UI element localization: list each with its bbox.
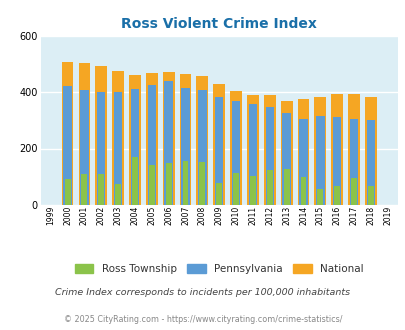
Bar <box>97 92 105 205</box>
Bar <box>198 90 206 205</box>
Text: © 2025 CityRating.com - https://www.cityrating.com/crime-statistics/: © 2025 CityRating.com - https://www.city… <box>64 315 341 324</box>
Bar <box>130 89 139 205</box>
Bar <box>63 86 72 205</box>
Bar <box>98 174 104 205</box>
Bar <box>248 105 256 205</box>
Bar <box>282 113 290 205</box>
Bar <box>64 180 70 205</box>
Bar <box>182 161 188 205</box>
Bar <box>330 94 342 205</box>
Bar <box>297 99 309 205</box>
Bar <box>78 63 90 205</box>
Bar <box>315 116 324 205</box>
Title: Ross Violent Crime Index: Ross Violent Crime Index <box>121 17 316 31</box>
Legend: Ross Township, Pennsylvania, National: Ross Township, Pennsylvania, National <box>75 264 363 274</box>
Bar <box>249 176 255 205</box>
Bar <box>231 101 240 205</box>
Bar <box>216 183 222 205</box>
Bar <box>165 163 171 205</box>
Bar <box>80 90 88 205</box>
Bar <box>350 178 356 205</box>
Bar <box>114 92 122 205</box>
Bar <box>246 95 258 205</box>
Bar <box>162 72 174 205</box>
Bar <box>164 81 173 205</box>
Bar <box>115 183 121 205</box>
Bar <box>129 75 141 205</box>
Bar <box>196 77 208 205</box>
Bar <box>332 117 341 205</box>
Bar <box>112 71 124 205</box>
Bar <box>317 189 322 205</box>
Bar <box>300 177 306 205</box>
Bar <box>266 170 272 205</box>
Bar <box>81 174 87 205</box>
Text: Crime Index corresponds to incidents per 100,000 inhabitants: Crime Index corresponds to incidents per… <box>55 287 350 297</box>
Bar <box>298 119 307 205</box>
Bar <box>179 74 191 205</box>
Bar <box>145 73 157 205</box>
Bar <box>132 157 138 205</box>
Bar <box>367 186 373 205</box>
Bar <box>215 97 223 205</box>
Bar <box>347 94 359 205</box>
Bar <box>265 107 273 205</box>
Bar <box>149 165 154 205</box>
Bar <box>283 169 289 205</box>
Bar <box>95 66 107 205</box>
Bar <box>230 91 241 205</box>
Bar <box>199 162 205 205</box>
Bar <box>263 95 275 205</box>
Bar <box>364 97 376 205</box>
Bar <box>280 101 292 205</box>
Bar <box>349 119 357 205</box>
Bar <box>333 185 339 205</box>
Bar <box>213 84 225 205</box>
Bar <box>181 88 189 205</box>
Bar <box>147 85 156 205</box>
Bar <box>62 62 73 205</box>
Bar <box>232 173 239 205</box>
Bar <box>314 97 326 205</box>
Bar <box>366 119 374 205</box>
